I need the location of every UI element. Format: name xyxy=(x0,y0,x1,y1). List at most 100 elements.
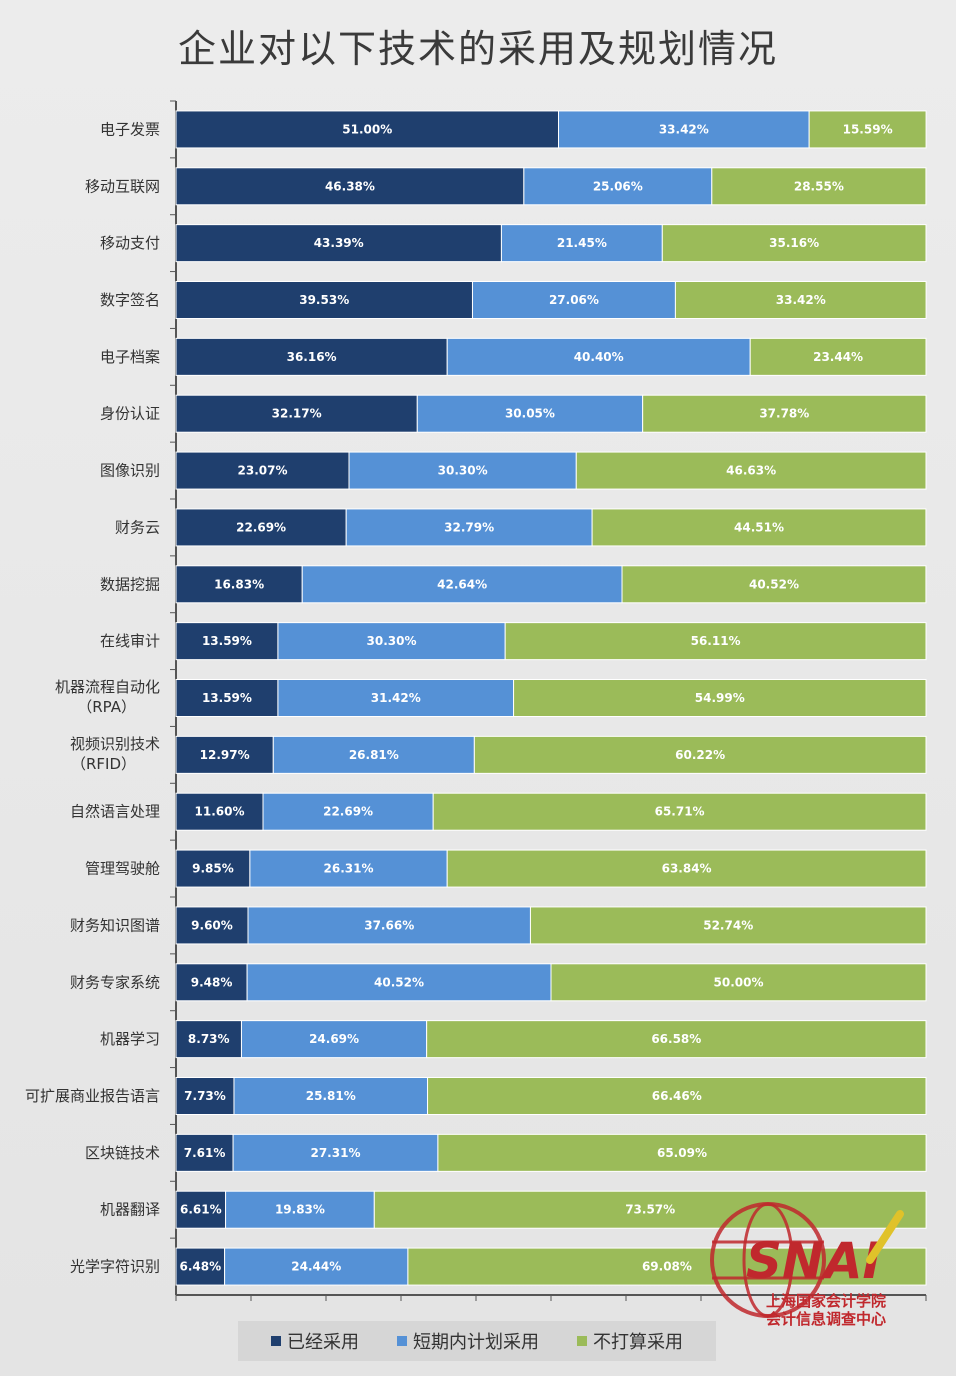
data-label: 35.16% xyxy=(769,236,819,250)
chart-legend: 已经采用 短期内计划采用 不打算采用 xyxy=(238,1321,716,1361)
data-label: 40.52% xyxy=(374,975,424,989)
data-label: 12.97% xyxy=(200,748,250,762)
data-label: 43.39% xyxy=(314,236,364,250)
bar-segment-not-planned xyxy=(513,679,927,717)
data-label: 13.59% xyxy=(202,691,252,705)
bar-segment-not-planned xyxy=(437,1133,927,1172)
legend-swatch-adopted xyxy=(271,1336,281,1346)
data-label: 27.06% xyxy=(549,293,599,307)
bar-segment-planned xyxy=(500,224,663,263)
data-label: 44.51% xyxy=(734,520,784,534)
category-label: 机器学习 xyxy=(100,1030,160,1048)
bar-segment-not-planned xyxy=(575,451,927,490)
bar-segment-adopted xyxy=(175,679,279,717)
bar-segment-adopted xyxy=(175,735,274,774)
data-label: 19.83% xyxy=(275,1203,325,1217)
bar-segment-not-planned xyxy=(550,963,927,1002)
bar-segment-planned xyxy=(471,281,676,319)
data-label: 39.53% xyxy=(299,293,349,307)
bar-segment-planned xyxy=(277,679,515,717)
bar-segment-adopted xyxy=(175,110,559,149)
svg-text:SNAI: SNAI xyxy=(746,1232,881,1290)
data-label: 6.61% xyxy=(180,1203,222,1217)
data-label: 28.55% xyxy=(794,179,844,193)
bar-segment-not-planned xyxy=(711,167,927,206)
bar-segment-adopted xyxy=(175,1077,235,1115)
data-label: 13.59% xyxy=(202,634,252,648)
category-label: 在线审计 xyxy=(100,632,160,650)
bar-segment-planned xyxy=(246,963,552,1002)
category-label: 光学字符识别 xyxy=(70,1258,160,1276)
category-label: 自然语言处理 xyxy=(70,803,160,821)
bar-segment-adopted xyxy=(175,1133,234,1172)
legend-label-not-planned: 不打算采用 xyxy=(593,1332,683,1353)
bar-segment-not-planned xyxy=(407,1247,927,1286)
bar-segment-not-planned xyxy=(529,906,927,945)
bar-segment-adopted xyxy=(175,281,473,319)
data-label: 32.17% xyxy=(272,407,322,421)
bar-segment-not-planned xyxy=(749,337,927,376)
bar-segment-adopted xyxy=(175,394,418,433)
data-label: 8.73% xyxy=(188,1032,230,1046)
bar-segment-not-planned xyxy=(642,394,927,433)
bar-segment-adopted xyxy=(175,906,249,945)
bar-segment-planned xyxy=(345,508,593,547)
data-label: 66.58% xyxy=(651,1032,701,1046)
data-label: 52.74% xyxy=(703,918,753,932)
data-label: 46.38% xyxy=(325,179,375,193)
category-label: 可扩展商业报告语言 xyxy=(25,1087,160,1105)
bar-segment-planned xyxy=(301,565,623,604)
data-label: 7.73% xyxy=(184,1089,226,1103)
data-label: 26.81% xyxy=(349,748,399,762)
bar-segment-planned xyxy=(277,622,506,661)
data-label: 23.44% xyxy=(813,350,863,364)
category-label: 视频识别技术（RFID） xyxy=(70,735,160,773)
bar-segment-not-planned xyxy=(621,565,927,604)
bar-segment-adopted xyxy=(175,1247,226,1286)
data-label: 27.31% xyxy=(310,1146,360,1160)
category-label: 机器翻译 xyxy=(100,1201,160,1219)
category-label: 数字签名 xyxy=(100,291,160,309)
data-label: 54.99% xyxy=(695,691,745,705)
data-label: 24.44% xyxy=(291,1260,341,1274)
category-label: 财务专家系统 xyxy=(70,973,160,991)
data-label: 37.78% xyxy=(759,407,809,421)
data-label: 66.46% xyxy=(652,1089,702,1103)
bar-segment-not-planned xyxy=(504,622,927,661)
data-label: 33.42% xyxy=(776,293,826,307)
bar-segment-adopted xyxy=(175,224,502,263)
data-label: 11.60% xyxy=(195,805,245,819)
bar-segment-planned xyxy=(348,451,577,490)
legend-item-not-planned: 不打算采用 xyxy=(577,1328,683,1354)
category-label: 身份认证 xyxy=(100,405,160,423)
data-label: 32.79% xyxy=(444,520,494,534)
data-label: 33.42% xyxy=(659,122,709,136)
data-label: 65.09% xyxy=(657,1146,707,1160)
data-label: 42.64% xyxy=(437,577,487,591)
data-label: 37.66% xyxy=(364,918,414,932)
bar-segment-not-planned xyxy=(591,508,927,547)
data-label: 69.08% xyxy=(642,1260,692,1274)
data-label: 23.07% xyxy=(238,464,288,478)
svg-text:会计信息调查中心: 会计信息调查中心 xyxy=(766,1310,886,1328)
data-label: 26.31% xyxy=(324,862,374,876)
data-label: 40.40% xyxy=(574,350,624,364)
category-label: 电子发票 xyxy=(100,120,160,138)
category-label: 管理驾驶舱 xyxy=(85,860,160,878)
data-label: 60.22% xyxy=(675,748,725,762)
bar-segment-adopted xyxy=(175,622,279,661)
bar-segment-not-planned xyxy=(674,281,927,319)
bar-segment-planned xyxy=(272,735,475,774)
category-label: 电子档案 xyxy=(100,348,160,366)
data-label: 46.63% xyxy=(726,464,776,478)
data-label: 22.69% xyxy=(323,805,373,819)
data-label: 30.30% xyxy=(438,464,488,478)
data-label: 36.16% xyxy=(287,350,337,364)
bar-segment-planned xyxy=(558,110,810,149)
bar-segment-planned xyxy=(262,792,434,831)
snai-logo: SNAI 上海国家会计学院 会计信息调查中心 xyxy=(710,1202,904,1328)
bar-segment-not-planned xyxy=(427,1077,927,1115)
data-label: 51.00% xyxy=(342,122,392,136)
bar-segment-adopted xyxy=(175,1190,227,1229)
